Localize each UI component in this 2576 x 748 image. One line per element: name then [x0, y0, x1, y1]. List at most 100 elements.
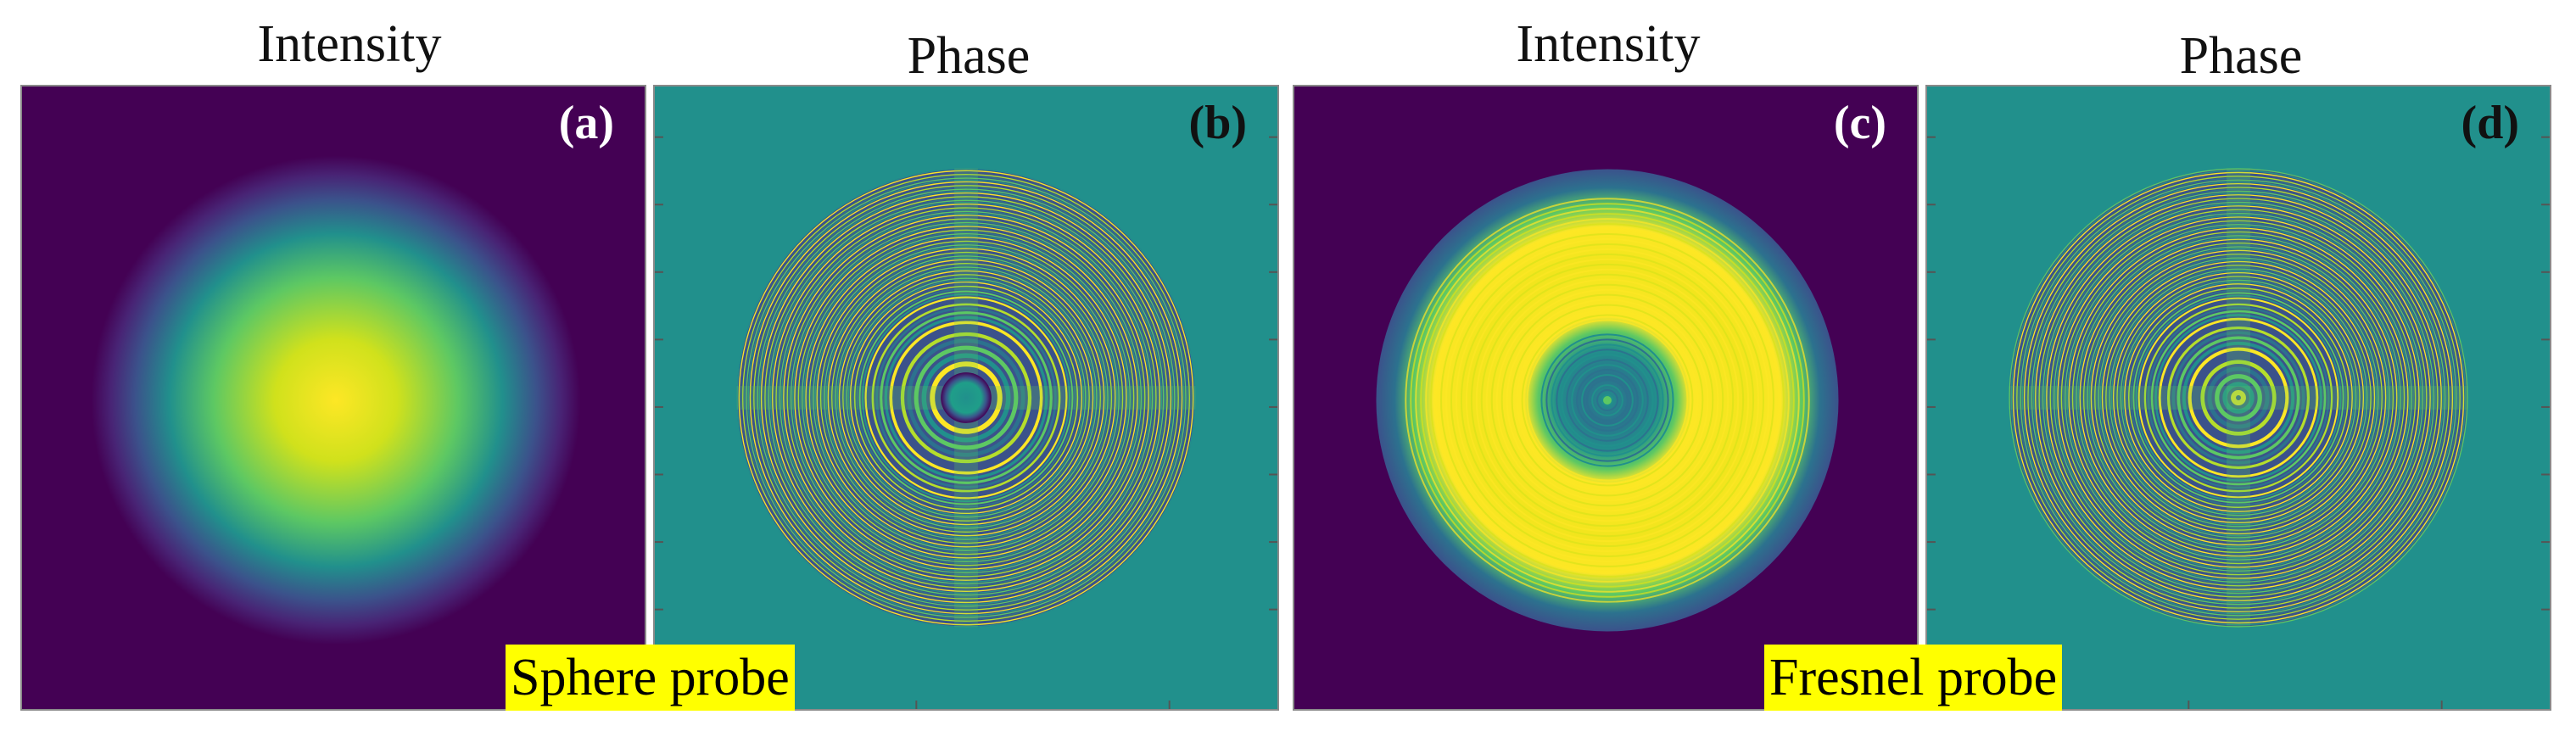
phase-ring — [2094, 254, 2383, 542]
phase-ring — [833, 265, 1099, 531]
intensity-ripple — [1521, 314, 1694, 487]
phase-ring — [2026, 185, 2451, 611]
intensity-map-c — [1294, 87, 1917, 709]
phase-ring — [2049, 209, 2428, 587]
intensity-ripple — [1430, 223, 1785, 578]
phase-ring — [2038, 198, 2439, 598]
panel-label-a: (a) — [558, 97, 614, 149]
axis-ticks-b — [655, 136, 1277, 709]
phase-ring — [2176, 336, 2300, 460]
intensity-ripple — [1495, 288, 1719, 512]
phase-ring — [2032, 192, 2445, 604]
intensity-ripple — [1465, 258, 1750, 543]
phase-ring — [921, 353, 1011, 443]
phase-ring — [825, 257, 1107, 539]
phase-ring — [764, 196, 1168, 600]
phase-ring — [846, 277, 1087, 518]
intensity-ripple — [1445, 238, 1769, 562]
phase-ring — [2012, 171, 2465, 624]
phase-ring — [2059, 218, 2418, 578]
phase-ring — [751, 182, 1182, 613]
phase-ring — [747, 179, 1185, 617]
phase-ring — [2124, 283, 2353, 512]
panel-label-b: (b) — [1188, 97, 1247, 149]
phase-ring — [2068, 227, 2409, 568]
phase-ring — [853, 285, 1079, 511]
panel-b-phase: (b) — [653, 85, 1279, 711]
intensity-core-ring — [1596, 389, 1618, 411]
phase-ring — [884, 315, 1048, 480]
phase-ring — [2141, 300, 2336, 495]
phase-ring — [2101, 260, 2376, 535]
phase-ring — [840, 271, 1092, 524]
intensity-core-ring — [1591, 384, 1623, 416]
phase-ring — [831, 263, 1101, 533]
phase-ring — [836, 268, 1096, 528]
intensity-ripple — [1485, 278, 1729, 522]
title-c: Intensity — [1516, 15, 1701, 73]
phase-ring — [2010, 170, 2467, 626]
phase-ring — [894, 326, 1038, 470]
phase-ring — [2057, 216, 2420, 579]
phase-ring — [788, 220, 1144, 576]
caption-fresnel-probe: Fresnel probe — [1764, 645, 2063, 711]
phase-ring — [819, 251, 1113, 544]
phase-ring — [2118, 277, 2359, 518]
phase-ring — [772, 204, 1160, 592]
phase-ring — [786, 218, 1146, 578]
phase-ring — [796, 227, 1137, 568]
caption-sphere-probe: Sphere probe — [506, 645, 795, 711]
panel-label-d: (d) — [2461, 97, 2519, 149]
phase-ring — [847, 279, 1085, 516]
phase-artifact-band — [2227, 168, 2250, 628]
intensity-ripple — [1460, 253, 1755, 548]
phase-ring — [2088, 248, 2389, 548]
phase-ring — [777, 209, 1155, 587]
phase-ring — [2130, 289, 2347, 506]
phase-ring — [2009, 168, 2468, 628]
phase-ring — [2085, 244, 2392, 551]
phase-ring — [2053, 212, 2424, 583]
phase-ring — [2222, 382, 2255, 414]
phase-ring — [900, 332, 1032, 464]
intensity-core-ring — [1571, 364, 1644, 437]
phase-map-d — [1927, 87, 2550, 709]
phase-ring — [2087, 246, 2390, 550]
phase-ring — [783, 215, 1149, 581]
phase-ring — [805, 237, 1127, 559]
phase-ring — [2014, 173, 2463, 622]
phase-ring — [738, 170, 1194, 626]
title-b: Phase — [907, 27, 1031, 85]
phase-ring — [794, 226, 1138, 570]
phase-ring — [2099, 259, 2378, 537]
intensity-ripple — [1455, 248, 1760, 553]
phase-ring — [2107, 266, 2370, 529]
phase-ring — [2215, 374, 2262, 421]
intensity-ripple — [1516, 309, 1699, 492]
intensity-core-ring — [1561, 354, 1654, 447]
panel-c-intensity: (c) — [1293, 85, 1919, 711]
phase-ring — [864, 296, 1068, 500]
phase-ring — [768, 199, 1165, 596]
phase-ring — [797, 229, 1135, 567]
phase-ring — [2042, 201, 2435, 594]
title-a: Intensity — [257, 15, 442, 73]
phase-ring — [803, 235, 1129, 561]
phase-ring — [2115, 274, 2362, 522]
phase-ring — [2082, 242, 2394, 554]
phase-ring — [2066, 226, 2411, 570]
intensity-ripple — [1415, 208, 1800, 593]
phase-ring — [856, 287, 1076, 508]
phase-ring — [814, 246, 1118, 550]
intensity-ripple — [1420, 213, 1795, 588]
intensity-ripple — [1450, 243, 1764, 557]
intensity-ripple — [1526, 319, 1689, 482]
phase-ring — [808, 240, 1124, 555]
phase-artifact-band — [2009, 386, 2468, 410]
panel-label-c: (c) — [1833, 97, 1886, 149]
phase-ring — [740, 171, 1193, 624]
intensity-ripple — [1425, 218, 1790, 583]
phase-ring — [813, 244, 1120, 551]
intensity-core-ring — [1576, 369, 1639, 432]
phase-ring — [2046, 205, 2431, 590]
